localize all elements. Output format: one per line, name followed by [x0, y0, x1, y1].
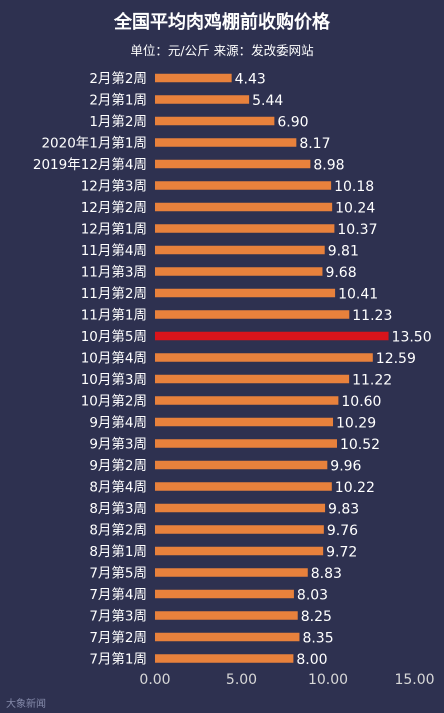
value-label: 10.37	[337, 222, 377, 238]
category-label: 9月第4周	[89, 414, 147, 431]
value-label: 9.72	[326, 545, 357, 561]
bar	[155, 503, 326, 513]
value-label: 10.24	[335, 201, 375, 217]
category-label: 12月第2周	[81, 199, 147, 216]
value-label: 10.22	[335, 480, 375, 496]
category-label: 8月第3周	[89, 500, 147, 517]
value-label: 8.03	[297, 588, 328, 604]
bar	[155, 224, 335, 233]
value-label: 8.35	[302, 631, 333, 647]
category-label: 9月第2周	[89, 457, 147, 474]
bar	[155, 439, 337, 448]
value-label: 13.50	[392, 330, 432, 346]
category-label: 7月第1周	[89, 651, 147, 668]
category-label: 10月第5周	[81, 328, 147, 345]
bar	[155, 396, 339, 405]
chart-subtitle: 单位：元/公斤 来源：发改委网站	[130, 43, 314, 58]
bar	[155, 202, 333, 212]
bar	[155, 288, 336, 298]
category-label: 7月第2周	[89, 629, 147, 646]
category-label: 11月第4周	[81, 242, 147, 259]
value-label: 8.83	[311, 566, 342, 582]
category-label: 2月第2周	[89, 70, 147, 87]
bar	[155, 267, 323, 276]
value-label: 8.25	[301, 609, 332, 625]
value-label: 4.43	[235, 72, 266, 88]
x-tick-label: 5.00	[226, 672, 257, 688]
bar	[155, 310, 350, 319]
category-label: 8月第4周	[89, 479, 147, 496]
category-label: 9月第3周	[89, 436, 147, 453]
category-label: 8月第2周	[89, 522, 147, 539]
category-label: 1月第2周	[89, 113, 147, 130]
category-label: 7月第3周	[89, 608, 147, 625]
x-tick-label: 15.00	[394, 672, 434, 688]
bar	[155, 245, 325, 255]
category-label: 10月第4周	[81, 350, 147, 367]
bar	[155, 482, 332, 491]
category-label: 2月第1周	[89, 92, 147, 109]
category-label: 7月第5周	[89, 565, 147, 582]
bar	[155, 546, 324, 556]
bar	[155, 159, 311, 169]
category-label: 10月第2周	[81, 393, 147, 410]
value-label: 6.90	[277, 115, 308, 131]
category-label: 11月第3周	[81, 264, 147, 281]
category-label: 12月第3周	[81, 178, 147, 195]
bar	[155, 181, 332, 190]
value-label: 8.98	[313, 158, 344, 174]
chart-title: 全国平均肉鸡棚前收购价格	[114, 12, 330, 33]
value-label: 10.29	[336, 416, 376, 432]
bar	[155, 374, 350, 384]
bar	[155, 353, 373, 362]
category-label: 2020年1月第1周	[41, 135, 147, 152]
bar	[155, 73, 232, 83]
bar	[155, 460, 328, 470]
bar	[155, 116, 275, 126]
value-label: 9.68	[325, 265, 356, 281]
category-label: 12月第1周	[81, 221, 147, 238]
value-label: 10.41	[338, 287, 378, 303]
category-label: 10月第3周	[81, 371, 147, 388]
category-label: 11月第2周	[81, 285, 147, 302]
category-label: 11月第1周	[81, 307, 147, 324]
value-label: 5.44	[252, 93, 283, 109]
value-label: 12.59	[376, 351, 416, 367]
category-label: 2019年12月第4周	[33, 156, 147, 173]
value-label: 11.23	[352, 308, 392, 324]
value-label: 11.22	[352, 373, 392, 389]
category-label: 7月第4周	[89, 586, 147, 603]
value-label: 10.60	[341, 394, 381, 410]
bar	[155, 138, 297, 147]
bar	[155, 654, 294, 663]
x-tick-label: 0.00	[139, 672, 170, 688]
bar	[155, 568, 308, 577]
value-label: 8.17	[299, 136, 330, 152]
bar	[155, 589, 294, 599]
value-label: 9.76	[327, 523, 358, 539]
value-label: 9.96	[330, 459, 361, 475]
bar	[155, 331, 389, 341]
bar	[155, 525, 324, 534]
value-label: 9.83	[328, 502, 359, 518]
category-label: 8月第1周	[89, 543, 147, 560]
bar	[155, 611, 298, 620]
value-label: 10.18	[334, 179, 374, 195]
watermark: 大象新闻	[6, 699, 46, 710]
x-tick-label: 10.00	[308, 672, 348, 688]
bar	[155, 417, 334, 427]
value-label: 10.52	[340, 437, 380, 453]
value-label: 8.00	[296, 652, 327, 668]
bar	[155, 95, 250, 104]
bar	[155, 632, 300, 642]
value-label: 9.81	[328, 244, 359, 260]
